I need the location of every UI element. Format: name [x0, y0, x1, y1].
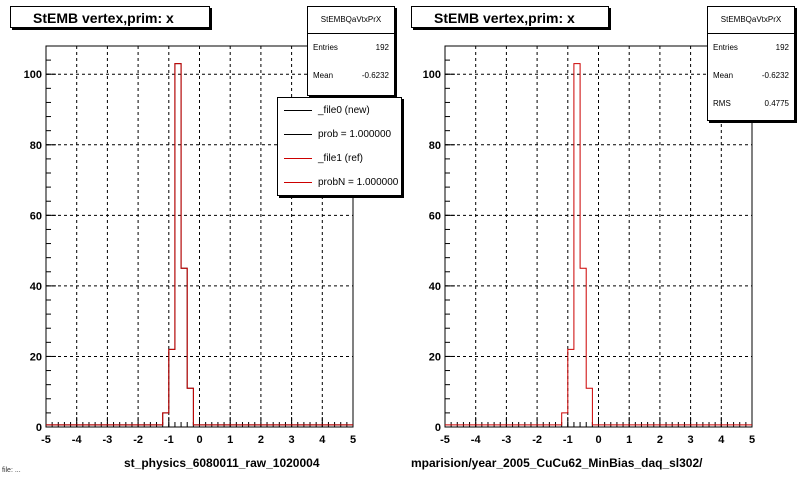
legend-item: _file1 (ref) — [278, 146, 401, 170]
right-stats-mean-label: Mean — [713, 71, 734, 80]
histogram-series-line — [46, 63, 353, 426]
right-pad: StEMB vertex,prim: x StEMBQaVtxPrX Entri… — [400, 0, 800, 480]
legend-label: _file1 (ref) — [318, 152, 364, 164]
y-tick-label: 40 — [30, 281, 42, 293]
y-tick-label: 60 — [429, 210, 441, 222]
legend-item: _file0 (new) — [278, 98, 401, 122]
right-stats-header: StEMBQaVtxPrX — [708, 7, 794, 34]
x-tick-label: -4 — [72, 434, 83, 446]
legend-line-icon — [284, 157, 312, 159]
x-tick-label: 2 — [657, 434, 663, 446]
legend-line-icon — [284, 109, 312, 111]
histogram-series-line — [445, 63, 752, 426]
legend-label: _file0 (new) — [318, 104, 370, 116]
x-tick-label: -2 — [532, 434, 542, 446]
x-tick-label: 4 — [319, 434, 326, 446]
right-stats-rms-value: 0.4775 — [764, 99, 789, 108]
x-tick-label: -5 — [440, 434, 450, 446]
legend-line-icon — [284, 133, 312, 135]
x-tick-label: 0 — [595, 434, 601, 446]
comparison-legend: _file0 (new) prob = 1.000000 _file1 (ref… — [277, 97, 402, 196]
right-stats-entries: Entries 192 — [708, 34, 794, 62]
x-tick-label: -3 — [502, 434, 512, 446]
x-tick-label: 4 — [718, 434, 725, 446]
legend-line-icon — [284, 181, 312, 183]
y-tick-label: 80 — [429, 140, 441, 152]
left-histogram-title: StEMB vertex,prim: x — [10, 6, 210, 28]
right-stats-entries-label: Entries — [713, 43, 738, 52]
footer-file-text: file: ... — [2, 467, 21, 474]
right-stats-entries-value: 192 — [775, 43, 789, 52]
x-tick-label: -1 — [164, 434, 174, 446]
right-stats-rms: RMS 0.4775 — [708, 90, 794, 118]
x-tick-label: -4 — [471, 434, 482, 446]
legend-label: prob = 1.000000 — [318, 128, 392, 140]
x-tick-label: -5 — [41, 434, 51, 446]
y-tick-label: 100 — [24, 69, 42, 81]
x-tick-label: -1 — [563, 434, 573, 446]
right-stats-mean-value: -0.6232 — [761, 71, 789, 80]
right-stats-rms-label: RMS — [713, 99, 731, 108]
right-stats-box: StEMBQaVtxPrX Entries 192 Mean -0.6232 R… — [707, 6, 795, 121]
right-stats-mean: Mean -0.6232 — [708, 62, 794, 90]
x-tick-label: 5 — [350, 434, 356, 446]
y-tick-label: 60 — [30, 210, 42, 222]
legend-item: probN = 1.000000 — [278, 170, 401, 194]
x-tick-label: 3 — [688, 434, 694, 446]
left-x-axis-label: st_physics_6080011_raw_1020004 — [124, 456, 320, 470]
left-stats-entries: Entries 192 — [308, 34, 394, 62]
left-stats-mean-value: -0.6232 — [361, 71, 389, 80]
left-stats-mean: Mean -0.6232 — [308, 62, 394, 90]
x-tick-label: -3 — [103, 434, 113, 446]
left-stats-entries-value: 192 — [375, 43, 389, 52]
left-stats-mean-label: Mean — [313, 71, 334, 80]
x-tick-label: 3 — [289, 434, 295, 446]
left-stats-entries-label: Entries — [313, 43, 338, 52]
y-tick-label: 0 — [435, 422, 441, 434]
left-stats-header: StEMBQaVtxPrX — [308, 7, 394, 34]
x-tick-label: 1 — [626, 434, 632, 446]
y-tick-label: 0 — [36, 422, 42, 434]
y-tick-label: 20 — [429, 351, 441, 363]
x-tick-label: -2 — [133, 434, 143, 446]
y-tick-label: 20 — [30, 351, 42, 363]
y-tick-label: 100 — [423, 69, 441, 81]
left-pad: StEMB vertex,prim: x StEMBQaVtxPrX Entri… — [10, 6, 402, 470]
x-tick-label: 0 — [196, 434, 202, 446]
right-histogram-title: StEMB vertex,prim: x — [411, 6, 609, 28]
legend-item: prob = 1.000000 — [278, 122, 401, 146]
y-tick-label: 80 — [30, 140, 42, 152]
right-x-axis-label: mparision/year_2005_CuCu62_MinBias_daq_s… — [411, 456, 703, 470]
legend-label: probN = 1.000000 — [318, 176, 399, 188]
x-tick-label: 1 — [227, 434, 233, 446]
x-tick-label: 2 — [258, 434, 264, 446]
x-tick-label: 5 — [749, 434, 755, 446]
left-stats-box: StEMBQaVtxPrX Entries 192 Mean -0.6232 — [307, 6, 395, 96]
y-tick-label: 40 — [429, 281, 441, 293]
